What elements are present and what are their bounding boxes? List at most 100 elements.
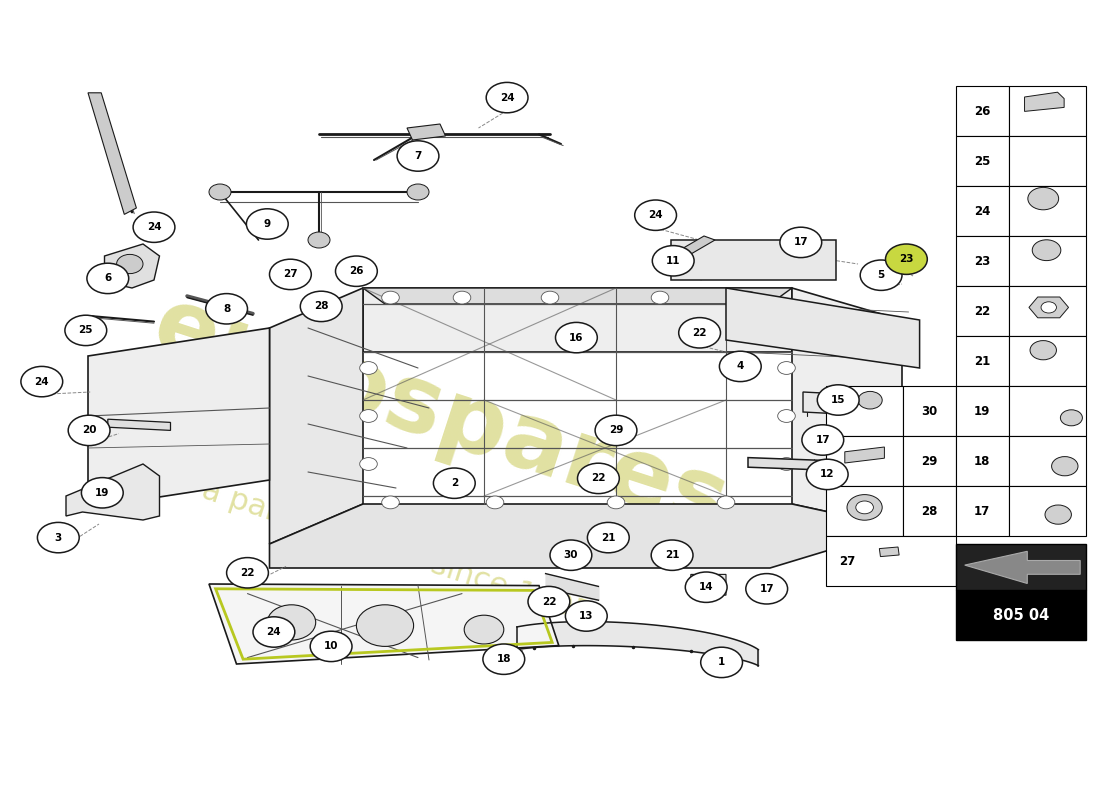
Text: 23: 23 (975, 255, 990, 268)
Text: 1: 1 (718, 658, 725, 667)
Text: 28: 28 (922, 505, 937, 518)
Text: 7: 7 (415, 151, 421, 161)
Text: 28: 28 (314, 302, 329, 311)
Polygon shape (363, 288, 792, 304)
Text: 23: 23 (899, 254, 914, 264)
Bar (826, 386, 903, 437)
Polygon shape (845, 447, 884, 463)
Circle shape (360, 458, 377, 470)
Bar (956, 136, 1009, 186)
Circle shape (679, 318, 721, 348)
Circle shape (802, 425, 844, 455)
Text: 21: 21 (601, 533, 616, 542)
Text: 12: 12 (820, 470, 835, 479)
Circle shape (719, 351, 761, 382)
Circle shape (227, 558, 268, 588)
Text: 20: 20 (81, 426, 97, 435)
Text: eurospares: eurospares (142, 280, 738, 552)
Circle shape (651, 291, 669, 304)
Polygon shape (407, 124, 446, 140)
Text: 27: 27 (839, 555, 856, 568)
Circle shape (133, 212, 175, 242)
Circle shape (253, 617, 295, 647)
Circle shape (847, 494, 882, 520)
Text: 3: 3 (55, 533, 62, 542)
Circle shape (270, 259, 311, 290)
Text: 10: 10 (323, 642, 339, 651)
Bar (903, 386, 956, 437)
Circle shape (68, 415, 110, 446)
Circle shape (382, 291, 399, 304)
Bar (1009, 186, 1086, 237)
Text: 24: 24 (266, 627, 282, 637)
Polygon shape (748, 458, 920, 474)
Polygon shape (66, 464, 160, 520)
Circle shape (746, 574, 788, 604)
Bar (956, 186, 1009, 237)
Circle shape (310, 631, 352, 662)
Circle shape (336, 256, 377, 286)
Polygon shape (88, 93, 136, 214)
Polygon shape (879, 547, 899, 557)
Text: 24: 24 (499, 93, 515, 102)
Circle shape (635, 200, 676, 230)
Circle shape (739, 291, 757, 304)
Circle shape (1052, 457, 1078, 476)
Polygon shape (726, 288, 920, 368)
Circle shape (397, 141, 439, 171)
Circle shape (433, 468, 475, 498)
Bar (956, 336, 1009, 386)
Text: 18: 18 (975, 455, 990, 468)
Circle shape (483, 644, 525, 674)
Circle shape (37, 522, 79, 553)
Circle shape (300, 291, 342, 322)
Text: 22: 22 (975, 305, 990, 318)
Text: 9: 9 (264, 219, 271, 229)
Circle shape (486, 496, 504, 509)
Circle shape (267, 605, 316, 640)
Circle shape (209, 184, 231, 200)
Text: 26: 26 (975, 105, 990, 118)
Bar (1009, 386, 1086, 437)
Circle shape (464, 615, 504, 644)
Circle shape (858, 391, 882, 409)
Polygon shape (671, 240, 836, 280)
Bar (956, 437, 1009, 486)
Text: 25: 25 (78, 326, 94, 335)
Bar (1009, 336, 1086, 386)
Circle shape (886, 244, 927, 274)
Text: 6: 6 (104, 274, 111, 283)
Circle shape (407, 184, 429, 200)
Bar (1009, 437, 1086, 486)
Polygon shape (270, 288, 363, 544)
Circle shape (778, 458, 795, 470)
Text: 14: 14 (698, 582, 714, 592)
Text: 4: 4 (737, 362, 744, 371)
Text: 805 04: 805 04 (992, 608, 1049, 623)
Circle shape (1032, 240, 1060, 261)
Text: 21: 21 (664, 550, 680, 560)
Text: 30: 30 (563, 550, 579, 560)
Circle shape (81, 478, 123, 508)
Bar (956, 590, 1086, 640)
Circle shape (780, 227, 822, 258)
Text: 26: 26 (349, 266, 364, 276)
Circle shape (595, 415, 637, 446)
Circle shape (308, 232, 330, 248)
Circle shape (382, 496, 399, 509)
Text: 17: 17 (815, 435, 830, 445)
Polygon shape (88, 328, 270, 508)
Bar (826, 486, 903, 536)
Bar (1009, 286, 1086, 336)
Circle shape (528, 586, 570, 617)
Circle shape (21, 366, 63, 397)
Circle shape (206, 294, 248, 324)
Text: 25: 25 (975, 155, 990, 168)
Text: 22: 22 (591, 474, 606, 483)
Circle shape (1041, 302, 1056, 313)
Circle shape (360, 362, 377, 374)
Text: 22: 22 (541, 597, 557, 606)
Text: 2: 2 (451, 478, 458, 488)
Text: 8: 8 (223, 304, 230, 314)
Text: 18: 18 (496, 654, 512, 664)
